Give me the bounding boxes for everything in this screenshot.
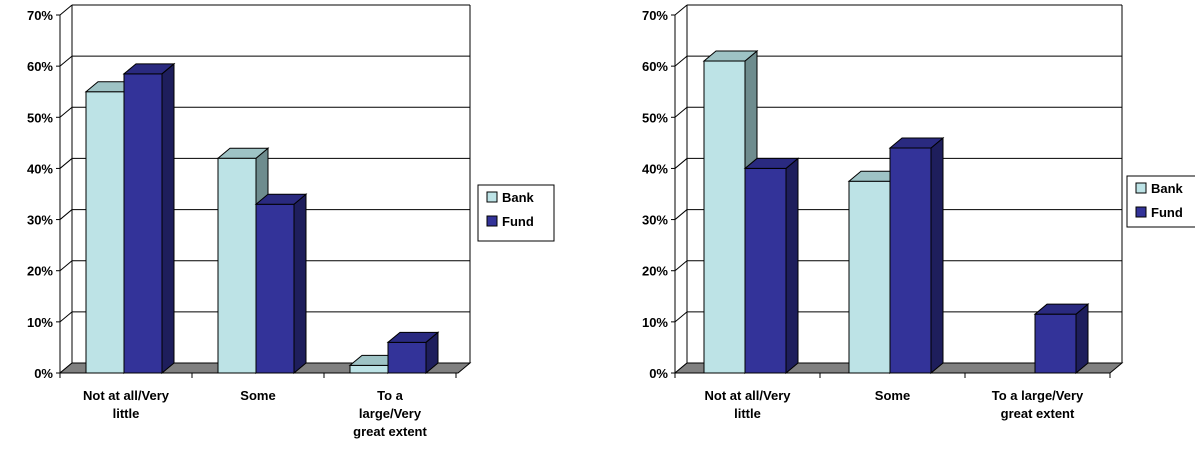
y-tick-label: 30% [27,213,53,228]
gridline-diag [674,260,688,272]
bar-fund [889,147,932,374]
bar-fund [387,341,427,374]
bar-top-fund [888,137,945,149]
gridline-diag [674,209,688,220]
gridline-diag [59,260,73,272]
x-tick-label: To a large/Very great extent [353,388,427,439]
y-tick-label: 70% [642,8,668,23]
bar-top-fund [743,157,800,169]
legend-swatch-fund [486,215,498,227]
y-tick-label: 60% [27,59,53,74]
bar-top-fund [122,63,176,75]
bar-side-fund [293,193,307,375]
x-tick-label: Not at all/Very little [83,388,170,421]
y-tick-label: 40% [27,161,53,176]
gridline-diag [59,4,73,16]
gridline-diag [674,158,688,169]
bar-side-fund [785,157,799,375]
bar-top-fund [1033,303,1090,315]
bar-bank [349,364,389,374]
y-tick-label: 20% [642,264,668,279]
chart-1: 0% 10% 20% 30% 40% 50% 60% 70% Not at all/Very li… [27,4,555,439]
y-tick-label: 30% [642,213,668,228]
gridline-diag [674,311,688,323]
x-tick-label: Some [240,388,275,403]
bar-bank [85,91,125,374]
gridline-diag [674,106,688,118]
bar-side-fund [1075,303,1089,375]
bar-fund [123,73,163,374]
legend-label-bank: Bank [502,190,535,205]
gridline-diag [59,106,73,118]
legend-swatch-fund [1135,206,1147,218]
y-tick-label: 0% [649,366,668,381]
legend-label-bank: Bank [1151,181,1184,196]
gridline-diag [59,158,73,169]
y-tick-label: 50% [642,110,668,125]
bar-bank [217,157,257,374]
bar-side-fund [161,62,175,375]
y-tick-label: 60% [642,59,668,74]
y-tick-label: 10% [27,315,53,330]
bar-top-fund [254,193,308,205]
bar-fund [255,203,295,374]
x-tick-label: Not at all/Very little [705,388,792,421]
bar-bank [848,180,891,374]
y-tick-label: 20% [27,264,53,279]
y-tick-label: 0% [34,366,53,381]
legend-swatch-bank [1135,182,1147,194]
legend-swatch-bank [486,191,498,203]
chart-2: 0% 10% 20% 30% 40% 50% 60% 70% Not at all/Very li… [642,4,1195,421]
gridline-diag [674,4,688,16]
y-tick-label: 40% [642,161,668,176]
y-tick-label: 50% [27,110,53,125]
bar-top-bank [216,147,270,159]
legend: Bank Fund [477,184,555,242]
gridline-diag [59,209,73,220]
bar-top-fund [386,331,440,343]
x-tick-label: Some [875,388,910,403]
legend-label-fund: Fund [1151,205,1183,220]
legend-label-fund: Fund [502,214,534,229]
bar-fund [744,167,787,374]
bar-fund [1034,313,1077,374]
legend: Bank Fund [1126,175,1195,228]
bar-top-bank [702,50,759,62]
gridline-diag [59,311,73,323]
gridline-diag [674,55,688,67]
gridline-diag [59,55,73,67]
y-tick-label: 70% [27,8,53,23]
y-tick-label: 10% [642,315,668,330]
bar-bank [703,60,746,374]
bar-side-fund [930,136,944,375]
x-tick-label: To a large/Very great extent [992,388,1084,421]
